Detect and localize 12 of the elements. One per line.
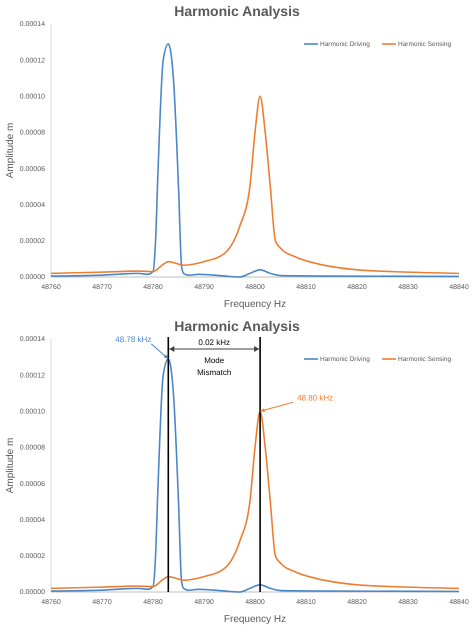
chart-title: Harmonic Analysis [174,318,300,334]
y-axis-title: Amplitude m [5,122,16,178]
x-axis-title: Frequency Hz [224,299,286,310]
line-series [50,43,460,278]
line-series [50,95,460,274]
annotation: 48.80 kHz [297,393,334,402]
x-axis-title: Frequency Hz [224,614,286,625]
chart-title: Harmonic Analysis [174,3,300,19]
y-axis-title: Amplitude m [5,438,16,494]
annotation: Mode Mismatch [197,356,232,377]
annotation: 48.78 kHz [115,334,152,344]
annotation: 0.02 kHz [198,338,230,347]
